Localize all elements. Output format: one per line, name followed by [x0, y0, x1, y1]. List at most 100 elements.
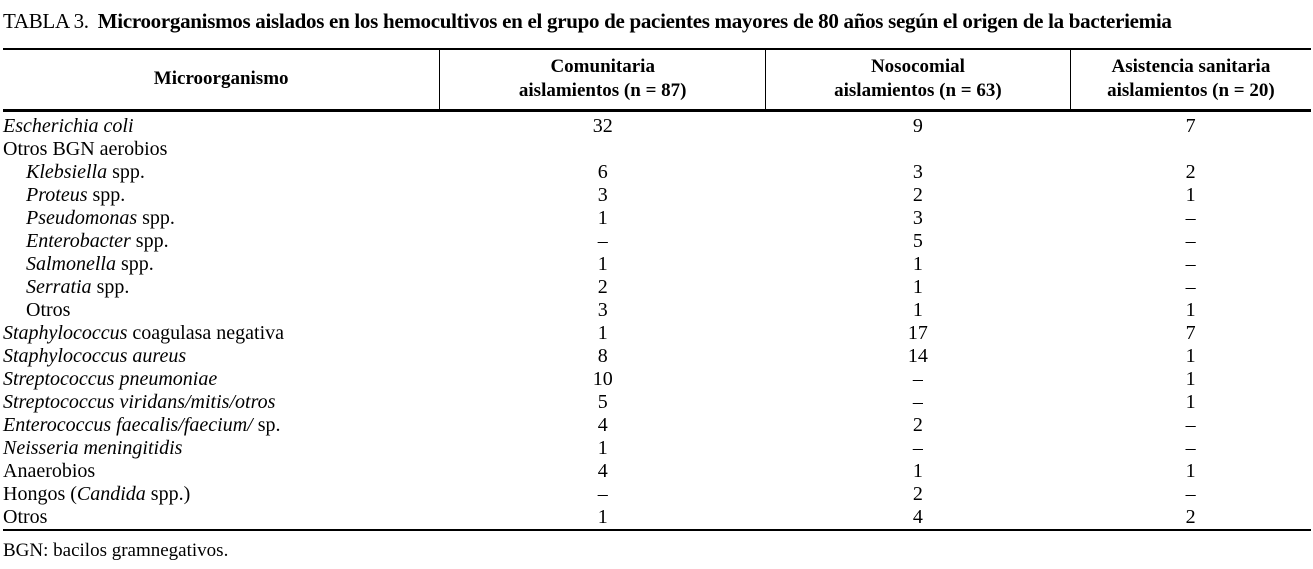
isolate-count-cell: 2	[1185, 506, 1196, 528]
isolate-count-cell: 6	[597, 161, 608, 183]
table-row: Hongos (Candida spp.) – 2 –	[3, 483, 1311, 506]
microorganism-name-text: Otros BGN aerobios	[3, 138, 168, 160]
microorganism-name-text: Anaerobios	[3, 460, 96, 482]
column-header-line: aislamientos (n = 63)	[834, 80, 1002, 101]
microorganism-name-cell: Proteus spp.	[3, 184, 440, 207]
microorganism-name-cell: Otros	[3, 506, 440, 530]
microorganism-name-italic: Salmonella	[26, 253, 116, 275]
isolate-count-cell: 2	[912, 184, 923, 206]
isolate-count-cell: 5	[912, 230, 923, 252]
footnote: BGN: bacilos gramnegativos.	[3, 540, 229, 561]
microorganism-name-italic: Streptococcus pneumoniae	[3, 368, 218, 390]
table-row: Staphylococcus aureus 8 14 1	[3, 345, 1311, 368]
microorganism-name-cell: Otros	[3, 299, 440, 322]
isolate-count-cell: –	[1185, 207, 1196, 229]
isolate-count-cell: –	[912, 437, 923, 459]
isolate-count-cell: 1	[912, 460, 923, 482]
microorganism-name-cell: Anaerobios	[3, 460, 440, 483]
isolate-count-cell	[766, 138, 1071, 161]
isolate-count-cell: –	[1185, 483, 1196, 505]
microorganism-name-cell: Streptococcus viridans/mitis/otros	[3, 391, 440, 414]
isolate-count-cell: 1	[1185, 299, 1196, 321]
column-header-microorganismo: Microorganismo	[3, 49, 440, 111]
microorganism-name-cell: Escherichia coli	[3, 111, 440, 139]
isolate-count-cell: –	[1185, 230, 1196, 252]
isolate-count-cell: 1	[1185, 345, 1196, 367]
table-row: Otros BGN aerobios	[3, 138, 1311, 161]
column-header-nosocomial: Nosocomial aislamientos (n = 63)	[765, 49, 1071, 111]
microorganism-name-italic: Candida	[76, 483, 146, 505]
table-row: Klebsiella spp. 6 3 2	[3, 161, 1311, 184]
microorganism-name-italic: Streptococcus viridans/mitis/otros	[3, 391, 276, 413]
isolate-count-cell: –	[597, 230, 608, 252]
isolate-count-cell: 32	[592, 115, 613, 137]
table-row: Staphylococcus coagulasa negativa 1 17 7	[3, 322, 1311, 345]
isolate-count-cell: 1	[597, 322, 608, 344]
table-row: Anaerobios 4 1 1	[3, 460, 1311, 483]
microorganism-name-text: spp.	[116, 253, 154, 275]
column-header-line: Comunitaria	[550, 56, 655, 77]
column-header-line: Nosocomial	[870, 56, 965, 77]
isolate-count-cell: 5	[597, 391, 608, 413]
microorganism-name-cell: Otros BGN aerobios	[3, 138, 440, 161]
isolate-count-cell: 9	[912, 115, 923, 137]
microorganism-name-cell: Pseudomonas spp.	[3, 207, 440, 230]
microorganism-name-italic: Neisseria meningitidis	[3, 437, 183, 459]
table-row: Escherichia coli 32 9 7	[3, 111, 1311, 139]
isolate-count-cell: 1	[1185, 184, 1196, 206]
column-header-line: aislamientos (n = 87)	[518, 80, 687, 101]
isolate-count-cell: 7	[1185, 115, 1196, 137]
microorganism-name-cell: Serratia spp.	[3, 276, 440, 299]
table-row: Otros 3 1 1	[3, 299, 1311, 322]
microorganism-name-text: spp.	[87, 184, 126, 206]
microorganism-name-text: spp.)	[145, 483, 191, 505]
isolate-count-cell: 1	[1185, 460, 1196, 482]
table-row: Streptococcus viridans/mitis/otros 5 – 1	[3, 391, 1311, 414]
microorganism-name-italic: Proteus	[26, 184, 88, 206]
microorganism-name-text: sp.	[252, 414, 281, 436]
microorganism-name-italic: Serratia	[26, 276, 92, 298]
isolate-count-cell: 1	[912, 299, 923, 321]
isolate-count-cell: 14	[907, 345, 928, 367]
microorganism-name-text: Hongos (	[3, 483, 77, 505]
isolate-count-cell: 3	[912, 207, 923, 229]
microorganism-name-cell: Enterobacter spp.	[3, 230, 440, 253]
isolate-count-cell: –	[1185, 437, 1196, 459]
isolate-count-cell: –	[912, 391, 923, 413]
isolate-count-cell: 10	[592, 368, 613, 390]
table-row: Serratia spp. 2 1 –	[3, 276, 1311, 299]
microorganism-name-text: Otros	[26, 299, 71, 321]
microorganism-name-text: coagulasa negativa	[127, 322, 284, 344]
column-header-line: aislamientos (n = 20)	[1107, 80, 1275, 101]
microorganism-name-italic: Staphylococcus	[3, 322, 128, 344]
isolate-count-cell: 17	[907, 322, 928, 344]
header-row: Microorganismo Comunitaria aislamientos …	[3, 49, 1311, 111]
microorganism-name-text: spp.	[130, 230, 169, 252]
isolate-count-cell: –	[1185, 414, 1196, 436]
table-row: Enterobacter spp. – 5 –	[3, 230, 1311, 253]
microorganism-name-cell: Hongos (Candida spp.)	[3, 483, 440, 506]
microorganism-name-text: Otros	[3, 506, 48, 528]
isolate-count-cell	[440, 138, 766, 161]
table-row: Enterococcus faecalis/faecium/ sp. 4 2 –	[3, 414, 1311, 437]
isolate-count-cell: 1	[597, 253, 608, 275]
table-caption: Microorganismos aislados en los hemocult…	[97, 9, 1172, 33]
microorganism-name-text: spp.	[137, 207, 175, 229]
isolate-count-cell: 2	[912, 414, 923, 436]
microorganism-name-cell: Staphylococcus coagulasa negativa	[3, 322, 440, 345]
table-header: Microorganismo Comunitaria aislamientos …	[3, 49, 1311, 111]
table-body: Escherichia coli 32 9 7 Otros BGN aerobios Kl…	[3, 111, 1311, 531]
microorganism-name-cell: Staphylococcus aureus	[3, 345, 440, 368]
microorganism-name-italic: Klebsiella	[26, 161, 108, 183]
table-row: Proteus spp. 3 2 1	[3, 184, 1311, 207]
column-header-comunitaria: Comunitaria aislamientos (n = 87)	[439, 49, 766, 111]
microorganism-name-italic: Enterobacter	[26, 230, 131, 252]
isolate-count-cell: 3	[597, 184, 608, 206]
microorganism-name-text: spp.	[91, 276, 130, 298]
isolate-count-cell: 8	[597, 345, 608, 367]
isolate-count-cell: 1	[597, 437, 608, 459]
isolate-count-cell: –	[597, 483, 608, 505]
microorganism-name-cell: Neisseria meningitidis	[3, 437, 440, 460]
microorganism-name-italic: Staphylococcus aureus	[3, 345, 187, 367]
